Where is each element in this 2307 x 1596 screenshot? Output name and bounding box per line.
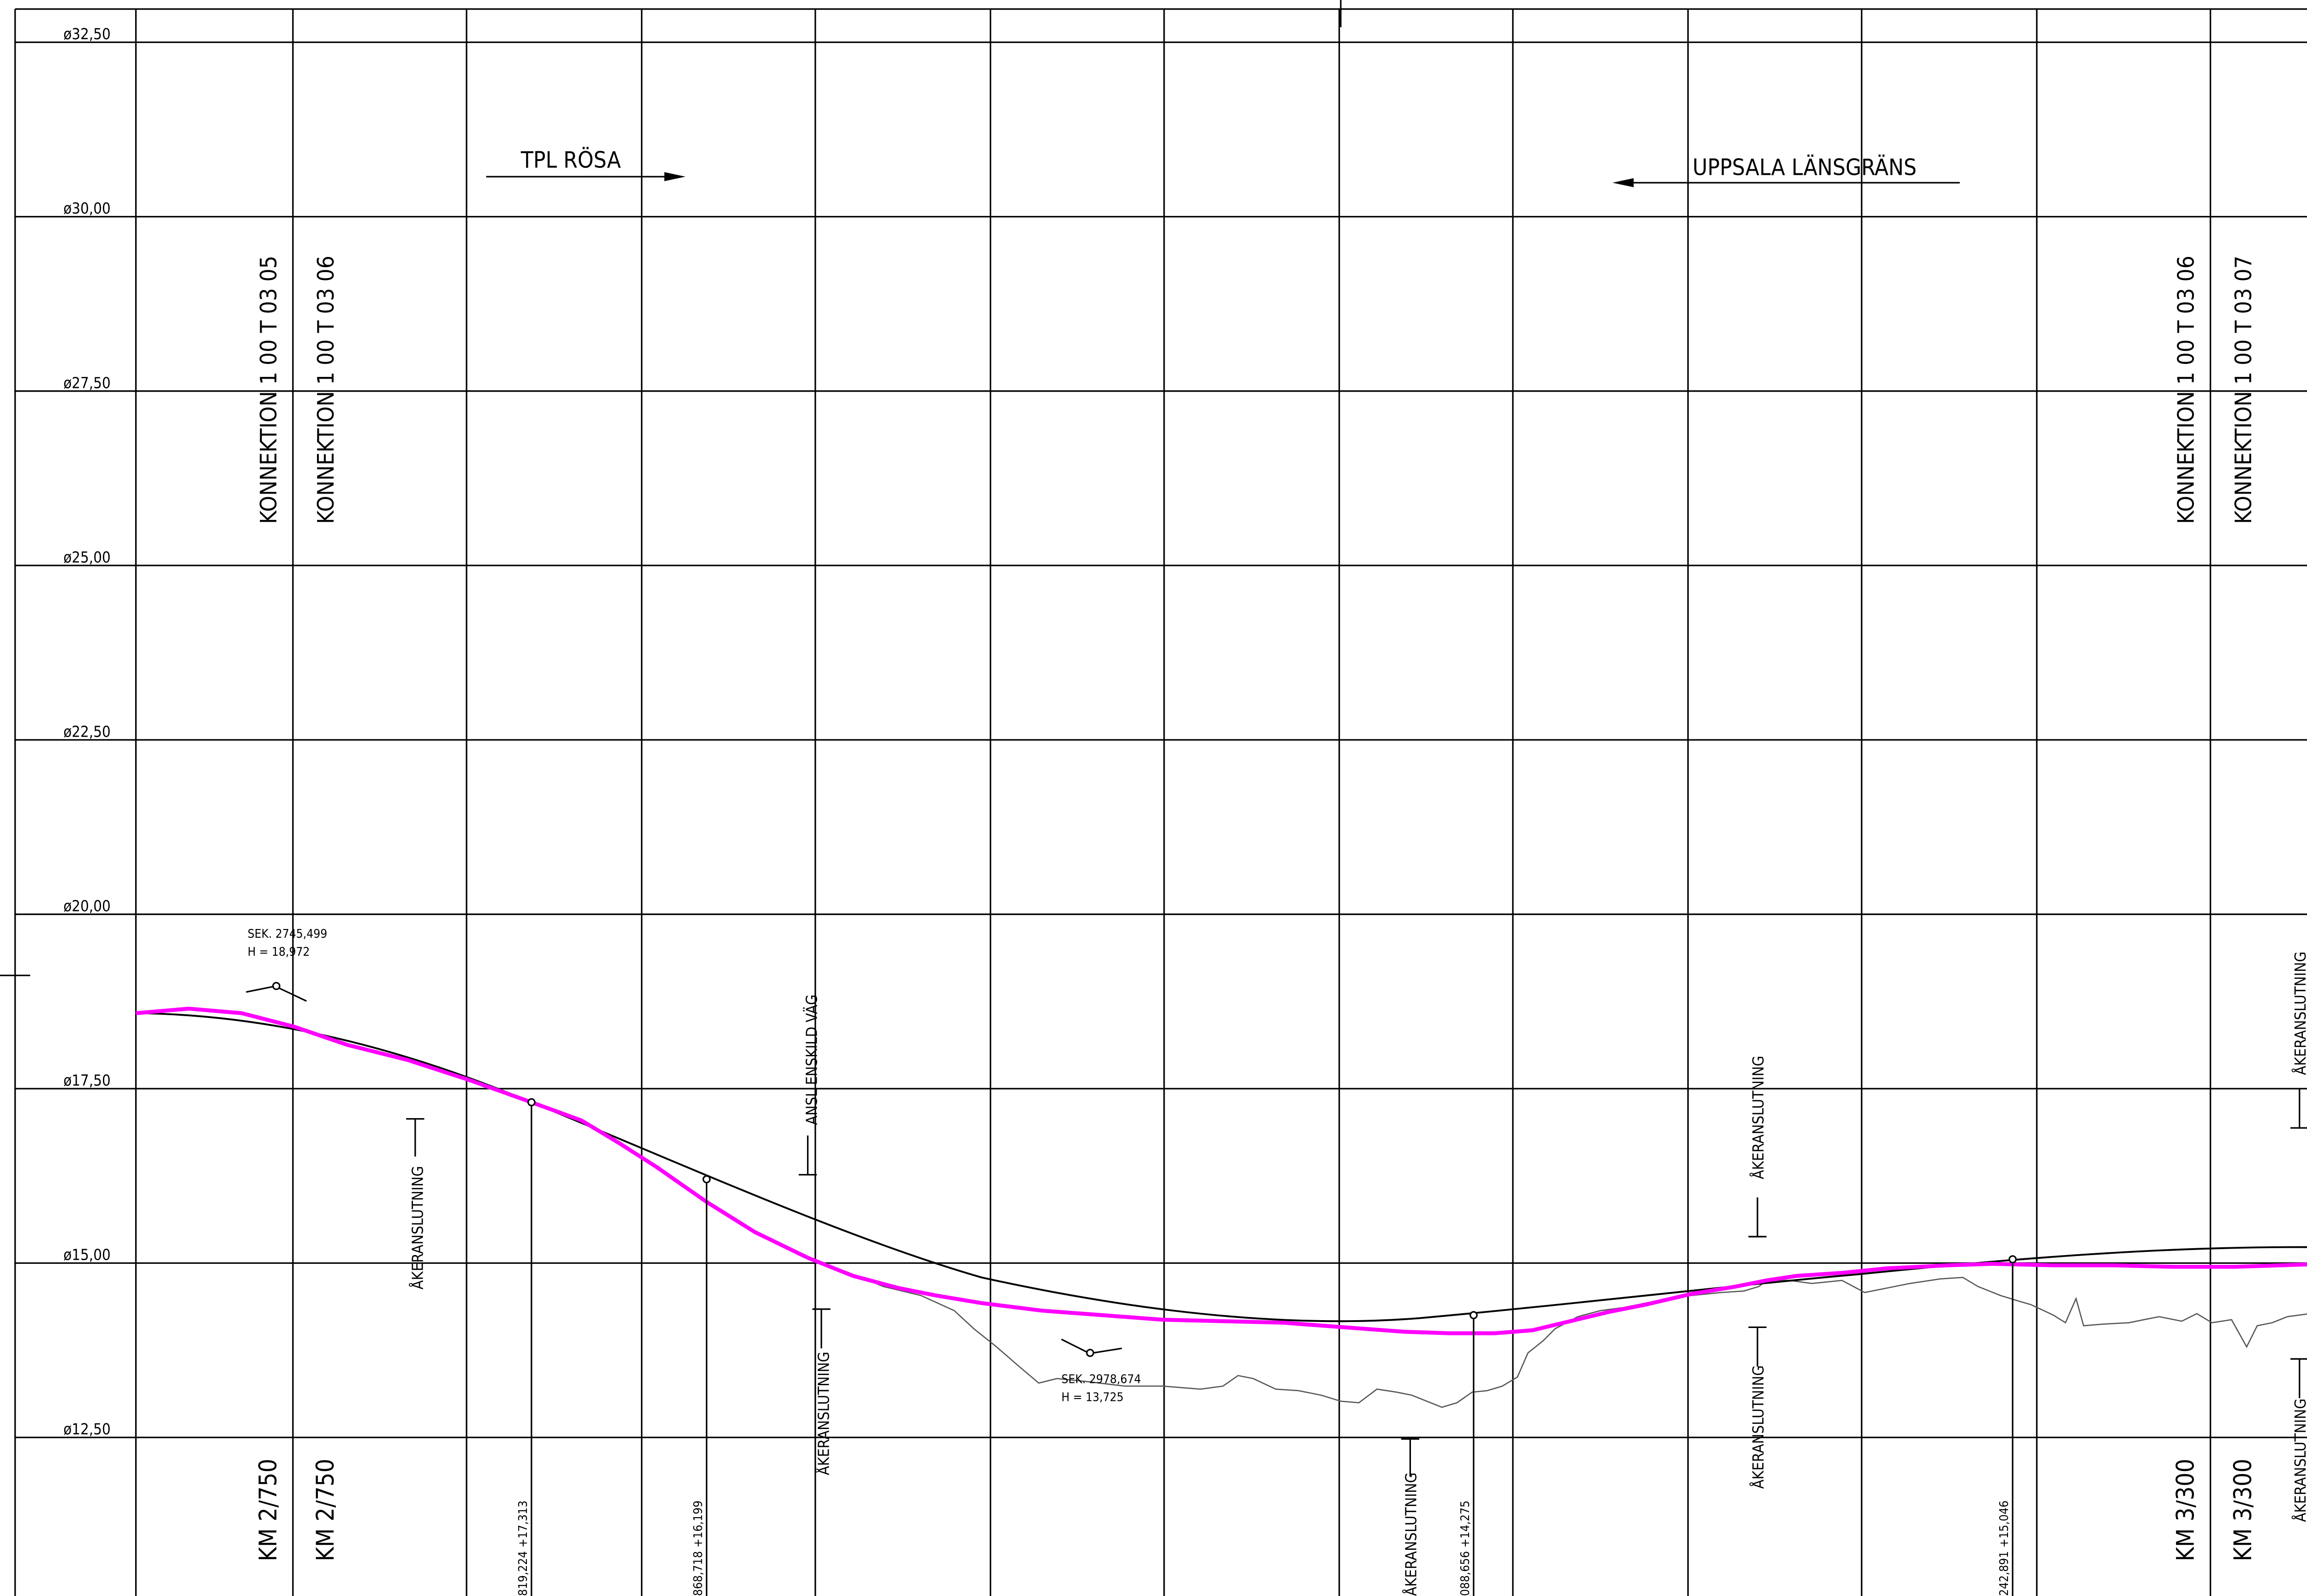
akeranslutning-label-5: ÅKERANSLUTNING [1750,1365,1767,1489]
konnektion-label-4: KONNEKTION 1 00 T 03 07 [2230,256,2257,524]
sek-height-1: H = 18,972 [248,945,310,959]
sek-station-1: SEK. 2745,499 [248,927,328,941]
km-label-2: KM 2/750 [311,1459,340,1561]
station-point-1 [527,1098,536,1107]
feature-akeranslutning-6: ÅKERANSLUTNING [2290,952,2307,1129]
level-label-left-3: ø25,00 [63,548,110,566]
konnektion-label-3: KONNEKTION 1 00 T 03 06 [2173,256,2199,524]
level-label-left-8: ø12,50 [63,1421,110,1438]
level-label-left-0: ø32,50 [63,25,110,43]
station-point-2 [702,1175,711,1184]
feature-akeranslutning-5: ÅKERANSLUTNING [1748,1326,1767,1489]
station-point-4 [2008,1255,2017,1263]
akeranslutning-label-6: ÅKERANSLUTNING [2292,952,2307,1075]
horizontal-grid-lines [15,42,2307,1438]
akeranslutning-label-2: ÅKERANSLUTNING [815,1352,833,1475]
direction-right: UPPSALA LÄNSGRÄNS [1612,154,1960,187]
sek-tangent-1b [277,987,307,1002]
sek-tangent-1a [246,985,277,993]
direction-label-tpl-rosa: TPL RÖSA [520,146,621,173]
km-label-3: KM 3/300 [2172,1459,2200,1561]
feature-akeranslutning-2: ÅKERANSLUTNING [812,1308,833,1475]
level-label-left-7: ø15,00 [63,1246,110,1264]
feature-akeranslutning-4: ÅKERANSLUTNING [1748,1056,1767,1238]
akeranslutning-label-1: ÅKERANSLUTNING [409,1166,426,1290]
station-point-3 [1469,1311,1478,1319]
level-label-left-2: ø27,50 [63,374,110,392]
sek-marker-2: SEK. 2978,674 H = 13,725 [1061,1339,1141,1405]
km-label-4: KM 3/300 [2229,1459,2257,1561]
station-label-1: 819,224 +17,313 [516,1501,530,1596]
sek-height-2: H = 13,725 [1061,1391,1124,1405]
konnektion-label-2: KONNEKTION 1 00 T 03 06 [312,256,339,524]
akeranslutning-label-7: ÅKERANSLUTNING [2292,1399,2307,1522]
level-label-left-4: ø22,50 [63,723,110,740]
station-points [527,1098,2017,1319]
arrow-left-icon [1612,178,1634,187]
level-label-left-5: ø20,00 [63,898,110,915]
ansl-enskild-vag-label: ANSL ENSKILD VÄG [803,995,820,1125]
station-label-4: 242,891 +15,046 [1997,1501,2011,1596]
sek-station-2: SEK. 2978,674 [1061,1372,1141,1386]
level-label-left-1: ø30,00 [63,200,110,217]
sek-marker-1: SEK. 2745,499 H = 18,972 [246,927,328,1002]
akeranslutning-label-3: ÅKERANSLUTNING [1402,1472,1420,1596]
arrow-right-icon [664,172,686,181]
sek-tangent-2a [1061,1339,1089,1354]
feature-ansl-enskild-vag: ANSL ENSKILD VÄG [799,995,820,1176]
sek-point-1 [272,982,281,990]
level-label-left-6: ø17,50 [63,1072,110,1090]
akeranslutning-label-4: ÅKERANSLUTNING [1750,1056,1767,1179]
feature-akeranslutning-7: ÅKERANSLUTNING [2290,1358,2307,1522]
direction-left: TPL RÖSA [486,146,686,181]
station-label-3: 088,656 +14,275 [1458,1501,1472,1596]
km-label-1: KM 2/750 [254,1459,282,1561]
feature-akeranslutning-3: ÅKERANSLUTNING [1401,1438,1420,1596]
station-label-2: 868,718 +16,199 [692,1501,705,1596]
sek-point-2 [1086,1349,1094,1357]
station-lines [531,1102,2014,1596]
feature-akeranslutning-1: ÅKERANSLUTNING [406,1118,426,1290]
sek-tangent-2b [1093,1347,1122,1354]
konnektion-label-1: KONNEKTION 1 00 T 03 05 [255,256,282,524]
pink-profile-line [136,1006,2307,1335]
level-labels: ø32,50ø32,50ø30,00ø30,00ø27,50ø27,50ø25,… [63,25,110,1438]
direction-label-uppsala-lansgrans: UPPSALA LÄNSGRÄNS [1692,154,1917,181]
